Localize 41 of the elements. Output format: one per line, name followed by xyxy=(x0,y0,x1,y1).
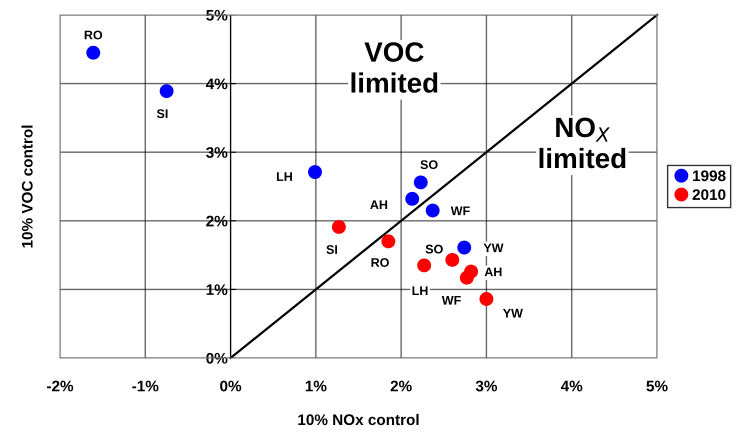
x-tick-label: 3% xyxy=(476,380,498,392)
x-tick-label: 0% xyxy=(220,380,242,392)
x-tick-label: -2% xyxy=(47,380,74,392)
annotation: LH xyxy=(412,286,428,296)
point xyxy=(457,240,472,254)
x-tick-label: 5% xyxy=(646,380,668,392)
annotation: WF xyxy=(442,296,461,305)
point xyxy=(414,175,428,190)
point xyxy=(460,270,474,285)
annotation: YW xyxy=(502,308,523,318)
x-tick-label: -1% xyxy=(132,380,158,392)
point xyxy=(445,252,460,267)
x-tick-label: 1% xyxy=(306,380,326,392)
point xyxy=(381,234,396,248)
y-axis-title: 10% VOC control xyxy=(21,126,33,248)
annotation: AH xyxy=(484,268,502,276)
annotation: SI xyxy=(326,245,338,254)
x-tick-label: 4% xyxy=(560,380,582,392)
x-tick-label: 2% xyxy=(390,380,412,392)
point xyxy=(405,192,420,206)
annotation: WF xyxy=(450,206,470,216)
point xyxy=(417,258,432,272)
point xyxy=(308,165,322,180)
annotation: LH xyxy=(276,172,292,181)
legend-label: 1998 xyxy=(693,170,726,182)
point xyxy=(160,84,174,98)
annotation: SI xyxy=(156,109,168,118)
annotation: NO$_{X}$ limited xyxy=(540,118,626,168)
point xyxy=(479,292,494,306)
annotation: SO xyxy=(426,244,443,254)
point xyxy=(332,220,346,234)
annotation: YW xyxy=(484,244,504,252)
annotation: RO xyxy=(84,30,102,40)
x-axis-title: 10% NOx control xyxy=(298,414,419,426)
legend-label: 2010 xyxy=(692,189,726,200)
annotation: SO xyxy=(420,160,438,170)
point xyxy=(426,204,440,218)
annotation: VOC limited xyxy=(352,42,438,93)
annotation: RO xyxy=(371,258,389,267)
point xyxy=(86,46,100,60)
annotation: AH xyxy=(370,200,388,210)
